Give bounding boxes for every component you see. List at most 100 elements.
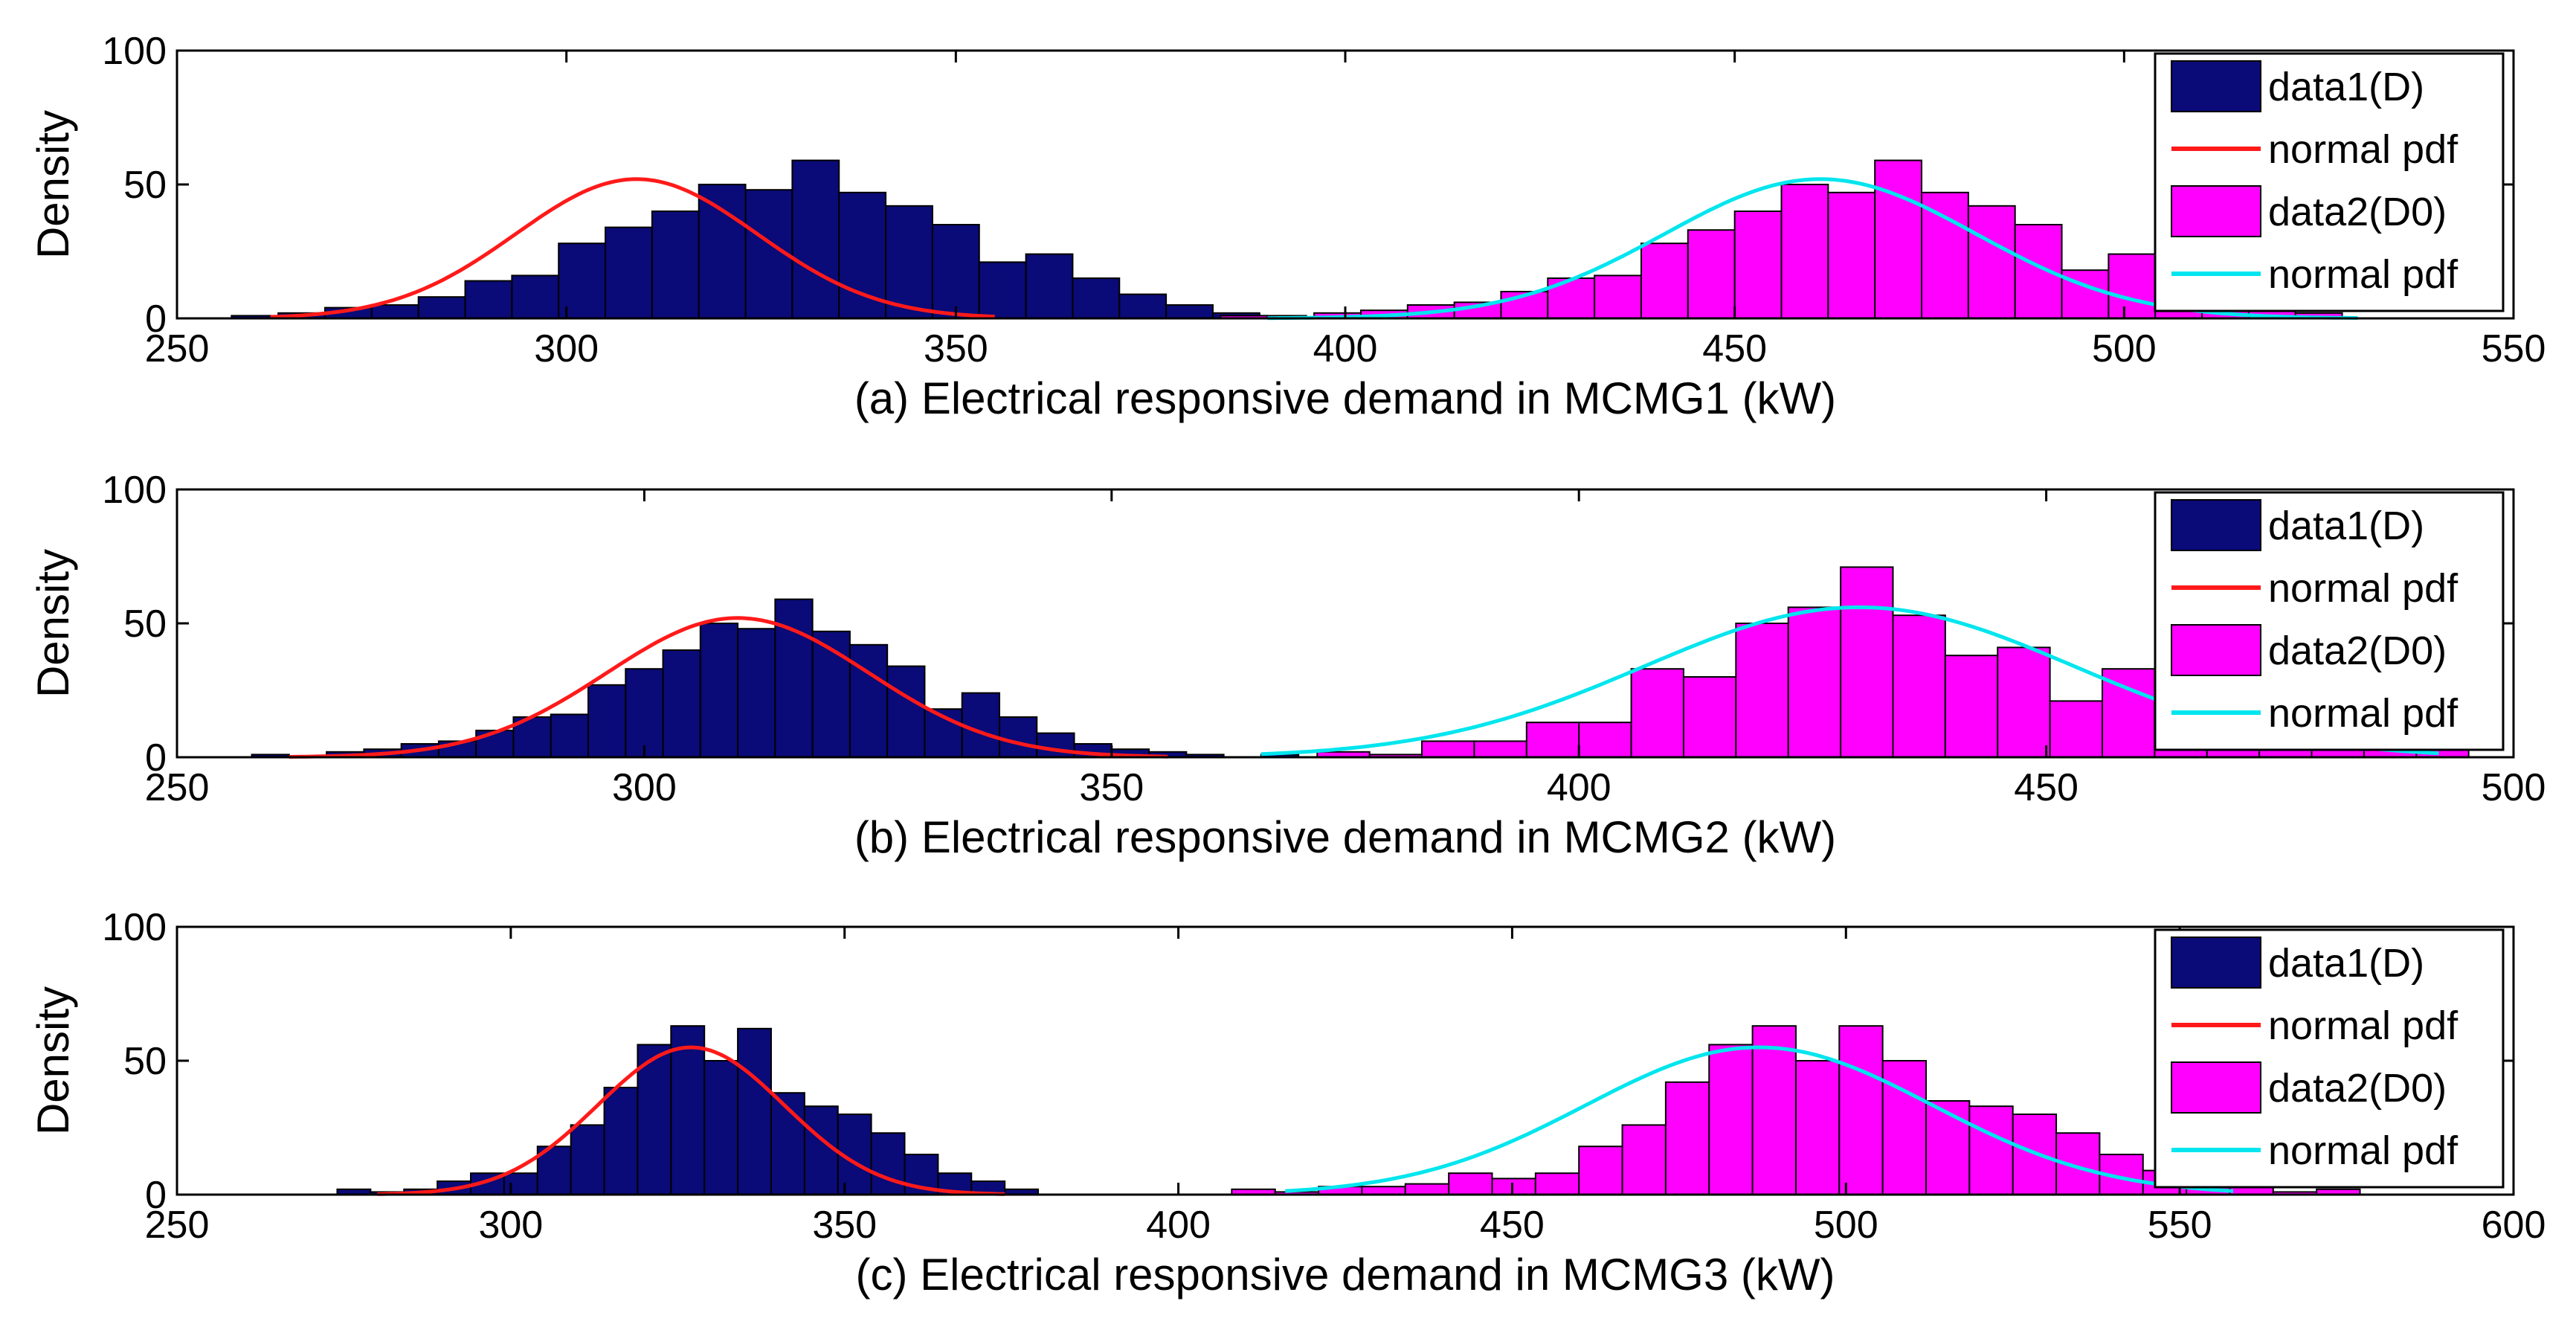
histogram-data1	[231, 159, 1307, 320]
histogram-bar	[1594, 274, 1642, 319]
y-tick-label: 0	[145, 1174, 167, 1217]
histogram-bar	[1735, 623, 1789, 758]
histogram-bar	[774, 598, 814, 758]
histogram-data2	[1231, 1025, 2361, 1196]
histogram-bar	[791, 159, 840, 319]
x-tick-label: 250	[145, 1204, 210, 1247]
x-tick-label: 500	[1814, 1204, 1878, 1247]
histogram-bar	[1840, 566, 1894, 759]
histogram-bar	[737, 1027, 772, 1196]
legend-label: normal pdf	[2268, 252, 2459, 297]
legend-label: normal pdf	[2268, 691, 2459, 736]
x-tick-label: 250	[145, 766, 210, 809]
histogram-bar	[1578, 722, 1632, 759]
histogram-bar	[1874, 159, 1923, 319]
histogram-bar	[1361, 1186, 1406, 1195]
x-tick-label: 350	[812, 1204, 877, 1247]
histogram-bar	[605, 226, 653, 320]
x-tick-label: 300	[478, 1204, 543, 1247]
histogram-bar	[931, 224, 980, 319]
legend-label: normal pdf	[2268, 566, 2459, 611]
histogram-bar	[1733, 211, 1783, 319]
histogram-bar	[1944, 655, 1999, 759]
histogram-data1	[336, 1025, 1040, 1196]
histogram-bar	[1118, 293, 1168, 320]
x-tick-label: 450	[1702, 327, 1767, 370]
histogram-bar	[699, 623, 739, 758]
normal-pdf-line	[270, 177, 995, 319]
x-axis-label: (b) Electrical responsive demand in MCMG…	[854, 812, 1836, 862]
histogram-bar	[651, 211, 700, 319]
y-axis-label: Density	[28, 549, 78, 698]
x-axis-label: (c) Electrical responsive demand in MCMG…	[856, 1250, 1835, 1300]
histogram-bar	[1997, 646, 2051, 759]
histogram-bar	[1921, 191, 1969, 319]
legend-label: data1(D)	[2268, 941, 2424, 986]
normal-pdf-line	[289, 616, 1168, 759]
y-tick-label: 0	[145, 298, 167, 341]
x-tick-label: 350	[1079, 766, 1144, 809]
histogram-bar	[550, 713, 589, 759]
legend-label: normal pdf	[2268, 127, 2459, 172]
x-tick-label: 500	[2482, 766, 2546, 809]
histogram-bar	[1687, 229, 1736, 320]
histogram-bar	[417, 296, 466, 320]
histogram-bar	[1448, 1172, 1493, 1195]
histogram-bar	[1072, 277, 1121, 319]
legend: data1(D) normal pdf data2(D0) normal pdf	[2154, 491, 2505, 751]
histogram-bar	[803, 1105, 839, 1195]
x-tick-label: 450	[2014, 766, 2078, 809]
legend: data1(D) normal pdf data2(D0) normal pdf	[2154, 52, 2505, 312]
legend-label: data1(D)	[2268, 65, 2424, 109]
histogram-bar	[838, 191, 887, 319]
histogram-bar	[961, 692, 1000, 758]
histogram-bar	[464, 280, 513, 320]
x-tick-label: 550	[2148, 1204, 2212, 1247]
legend-swatch	[2171, 624, 2261, 676]
histogram-bar	[703, 1060, 739, 1195]
histogram-bar	[511, 274, 560, 319]
x-tick-label: 350	[924, 327, 988, 370]
histogram-bar	[1925, 1100, 1971, 1195]
legend-label: normal pdf	[2268, 1003, 2459, 1048]
histogram-bar	[1708, 1044, 1754, 1196]
histogram-bar	[1682, 676, 1737, 758]
y-tick-label: 100	[102, 906, 167, 949]
histogram-bar	[370, 304, 419, 319]
histogram-bar	[2049, 700, 2104, 759]
legend-swatch	[2171, 937, 2261, 989]
y-tick-label: 50	[123, 1040, 167, 1083]
y-axis-label: Density	[28, 110, 78, 259]
histogram-bar	[978, 261, 1027, 319]
histogram-bar	[1630, 668, 1684, 759]
histogram-bar	[885, 205, 933, 319]
histogram-bar	[1794, 1060, 1841, 1195]
x-tick-label: 300	[612, 766, 677, 809]
legend-swatch	[2171, 185, 2261, 237]
histogram-bar	[870, 1132, 906, 1195]
legend-swatch	[2171, 60, 2261, 112]
x-tick-label: 300	[534, 327, 599, 370]
histogram-bar	[1534, 1172, 1580, 1195]
histogram-bar	[503, 1172, 538, 1195]
legend: data1(D) normal pdf data2(D0) normal pdf	[2154, 928, 2505, 1189]
y-tick-label: 100	[102, 469, 167, 512]
histogram-bar	[1525, 722, 1580, 759]
y-tick-label: 100	[102, 30, 167, 73]
normal-pdf-line	[1285, 1045, 2234, 1193]
x-tick-label: 500	[2092, 327, 2157, 370]
histogram-bar	[698, 184, 747, 319]
histogram-bar	[625, 668, 664, 759]
x-tick-label: 400	[1547, 766, 1611, 809]
histogram-bar	[849, 643, 889, 758]
x-tick-label: 250	[145, 327, 210, 370]
histogram-bar	[1621, 1124, 1667, 1196]
x-tick-label: 400	[1146, 1204, 1211, 1247]
histogram-bar	[1968, 1105, 2014, 1195]
x-tick-label: 550	[2482, 327, 2546, 370]
histogram-bar	[603, 1087, 639, 1195]
legend-swatch	[2171, 499, 2261, 551]
histogram-data2	[1220, 159, 2343, 320]
legend-label: data2(D0)	[2268, 190, 2447, 234]
